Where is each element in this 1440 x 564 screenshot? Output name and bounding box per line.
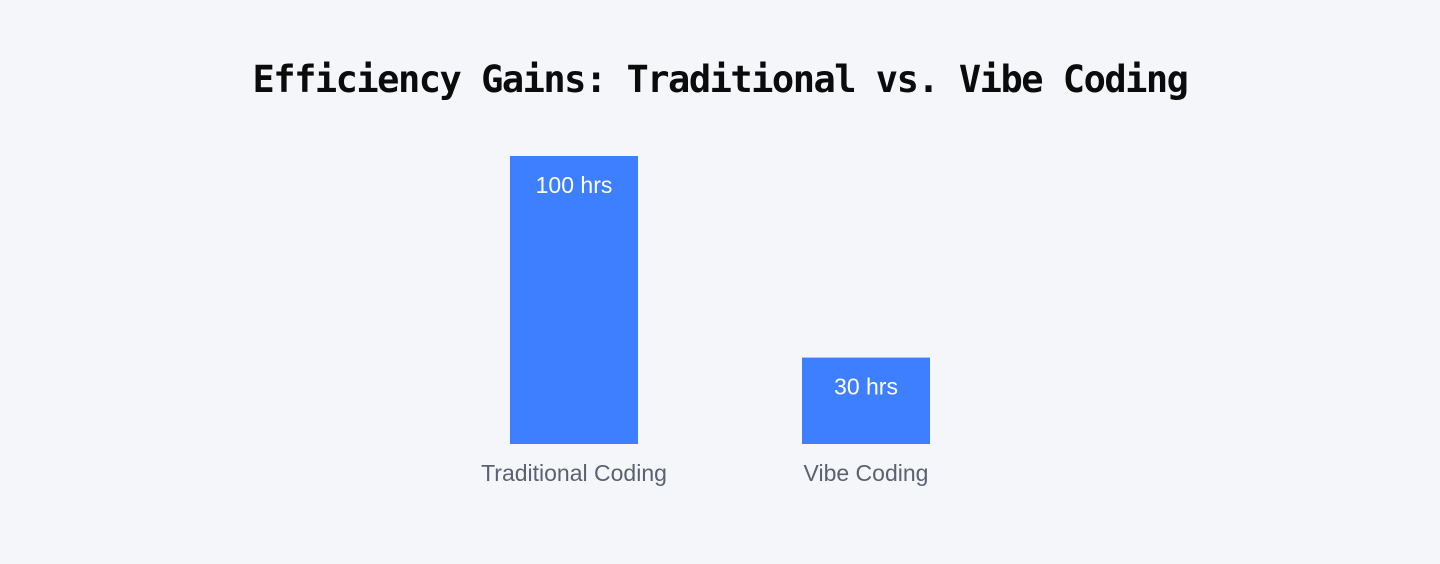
bar-traditional-coding <box>510 156 638 444</box>
bar-vibe-coding <box>802 357 930 444</box>
category-label: Traditional Coding <box>481 460 667 486</box>
category-label: Vibe Coding <box>804 460 929 486</box>
bar-value-label: 100 hrs <box>536 172 613 198</box>
chart-title: Efficiency Gains: Traditional vs. Vibe C… <box>252 58 1189 101</box>
bar-value-label: 30 hrs <box>834 374 898 400</box>
